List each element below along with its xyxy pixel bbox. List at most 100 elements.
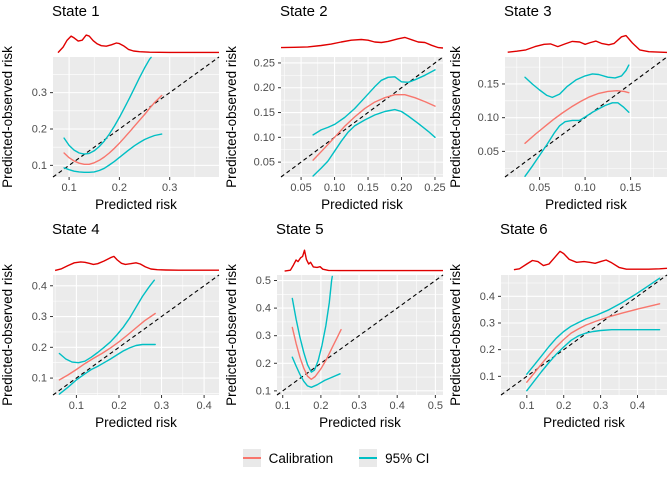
ci-upper-curve bbox=[524, 64, 630, 99]
ci-lower-curve bbox=[58, 343, 156, 395]
legend-label-ci: 95% CI bbox=[385, 450, 430, 466]
x-tick-label: 0.1 bbox=[69, 400, 84, 412]
ci-lower-curve bbox=[63, 133, 163, 174]
x-tick-label: 0.15 bbox=[620, 182, 641, 194]
identity-line bbox=[280, 56, 444, 178]
legend-label-calibration: Calibration bbox=[268, 450, 334, 466]
y-axis-label: Predicted-observed risk bbox=[0, 46, 15, 188]
x-tick-label: 0.2 bbox=[556, 400, 571, 412]
y-tick-label: 0.3 bbox=[32, 311, 47, 323]
plot-title: State 3 bbox=[504, 3, 552, 20]
y-tick-label: 0.1 bbox=[32, 160, 47, 172]
y-tick-label: 0.2 bbox=[32, 342, 47, 354]
plot-svg-state-3: 0.05 0.10 0.15 0.05 0.10 0.15 State 3 Predicted… bbox=[448, 3, 668, 212]
y-tick-label: 0.3 bbox=[32, 87, 47, 99]
x-tick-label: 0.25 bbox=[424, 182, 445, 194]
y-axis-label: Predicted-observed risk bbox=[224, 264, 239, 406]
x-tick-label: 0.1 bbox=[61, 182, 76, 194]
ci-lower-curve bbox=[291, 356, 341, 389]
x-tick-label: 0.3 bbox=[154, 400, 169, 412]
x-tick-label: 0.3 bbox=[351, 400, 366, 412]
ci-upper-curve bbox=[291, 275, 334, 373]
y-tick-label: 0.2 bbox=[480, 344, 495, 356]
ci-lower-curve bbox=[524, 102, 630, 178]
legend-entry-calibration: Calibration bbox=[242, 449, 334, 467]
plot-svg-state-2: 0.05 0.10 0.15 0.20 0.25 0.05 0.10 0.15 0.20 0.25… bbox=[224, 3, 446, 212]
x-tick-label: 0.4 bbox=[630, 400, 645, 412]
x-tick-label: 0.1 bbox=[519, 400, 534, 412]
y-tick-label: 0.4 bbox=[32, 280, 47, 292]
y-tick-label: 0.1 bbox=[256, 385, 271, 397]
calibration-curve bbox=[63, 94, 163, 166]
identity-line bbox=[52, 56, 220, 178]
plot-title: State 6 bbox=[500, 221, 548, 238]
density-curve bbox=[280, 36, 444, 49]
y-tick-label: 0.15 bbox=[478, 78, 499, 90]
y-tick-label: 0.10 bbox=[478, 112, 499, 124]
calibration-line-swatch bbox=[242, 457, 261, 459]
x-tick-label: 0.4 bbox=[390, 400, 405, 412]
plot-title: State 5 bbox=[276, 221, 324, 238]
density-curve bbox=[284, 249, 443, 272]
x-tick-label: 0.5 bbox=[428, 400, 443, 412]
ci-upper-curve bbox=[526, 277, 661, 375]
x-tick-label: 0.2 bbox=[111, 400, 126, 412]
panel-state-4: 0.1 0.2 0.3 0.4 0.1 0.2 0.3 0.4 State 4 Predicted… bbox=[0, 218, 224, 436]
ci-upper-curve bbox=[312, 69, 436, 136]
panel-state-5: 0.1 0.2 0.3 0.4 0.5 0.1 0.2 0.3 0.4 0.5 State 5 Pre… bbox=[224, 218, 448, 436]
legend-key-ci bbox=[359, 449, 378, 467]
ci-lower-curve bbox=[312, 108, 436, 177]
ci-line-swatch bbox=[359, 457, 378, 459]
x-tick-label: 0.2 bbox=[112, 182, 127, 194]
y-tick-label: 0.10 bbox=[254, 132, 275, 144]
y-tick-label: 0.3 bbox=[256, 330, 271, 342]
x-tick-label: 0.10 bbox=[574, 182, 595, 194]
x-tick-label: 0.05 bbox=[290, 182, 311, 194]
x-tick-label: 0.4 bbox=[196, 400, 211, 412]
x-tick-label: 0.1 bbox=[275, 400, 290, 412]
plot-svg-state-4: 0.1 0.2 0.3 0.4 0.1 0.2 0.3 0.4 State 4 Predicted… bbox=[0, 221, 220, 430]
x-tick-label: 0.3 bbox=[162, 182, 177, 194]
legend-key-calibration bbox=[242, 449, 261, 467]
panel-state-6: 0.1 0.2 0.3 0.4 0.1 0.2 0.3 0.4 State 6 Predicted… bbox=[448, 218, 672, 436]
density-curve bbox=[507, 34, 668, 54]
y-tick-label: 0.20 bbox=[254, 82, 275, 94]
density-curve bbox=[513, 250, 668, 271]
x-axis-label: Predicted risk bbox=[543, 415, 625, 430]
density-curve bbox=[54, 255, 219, 272]
y-tick-label: 0.25 bbox=[254, 57, 275, 69]
x-axis-label: Predicted risk bbox=[95, 197, 177, 212]
y-tick-label: 0.4 bbox=[480, 291, 495, 303]
x-tick-label: 0.10 bbox=[324, 182, 345, 194]
y-tick-label: 0.1 bbox=[32, 373, 47, 385]
legend-entry-ci: 95% CI bbox=[359, 449, 429, 467]
plot-svg-state-1: 0.1 0.2 0.3 0.1 0.2 0.3 State 1 Predicted risk P… bbox=[0, 3, 220, 212]
ci-upper-curve bbox=[58, 279, 156, 364]
density-curve bbox=[57, 34, 219, 54]
calibration-curve bbox=[291, 326, 342, 381]
x-axis-label: Predicted risk bbox=[321, 197, 403, 212]
plot-svg-state-5: 0.1 0.2 0.3 0.4 0.5 0.1 0.2 0.3 0.4 0.5 State 5 Pre… bbox=[224, 221, 444, 430]
y-axis-label: Predicted-observed risk bbox=[0, 264, 15, 406]
y-tick-label: 0.2 bbox=[256, 358, 271, 370]
y-tick-label: 0.5 bbox=[256, 275, 271, 287]
plot-title: State 4 bbox=[52, 221, 100, 238]
plot-title: State 2 bbox=[280, 3, 328, 20]
y-axis-label: Predicted-observed risk bbox=[448, 264, 463, 406]
calibration-curve bbox=[524, 89, 630, 145]
calibration-curve bbox=[312, 93, 436, 161]
x-tick-label: 0.3 bbox=[593, 400, 608, 412]
panel-state-3: 0.05 0.10 0.15 0.05 0.10 0.15 State 3 Predicted… bbox=[448, 0, 672, 218]
x-axis-label: Predicted risk bbox=[95, 415, 177, 430]
panel-state-1: 0.1 0.2 0.3 0.1 0.2 0.3 State 1 Predicted risk P… bbox=[0, 0, 224, 218]
y-tick-label: 0.05 bbox=[254, 157, 275, 169]
x-tick-label: 0.2 bbox=[313, 400, 328, 412]
y-tick-label: 0.2 bbox=[32, 124, 47, 136]
y-tick-label: 0.1 bbox=[480, 371, 495, 383]
identity-line bbox=[52, 274, 220, 396]
x-tick-label: 0.05 bbox=[529, 182, 550, 194]
plot-title: State 1 bbox=[52, 3, 100, 20]
calibration-curve bbox=[58, 312, 156, 381]
calibration-curve bbox=[526, 303, 661, 383]
